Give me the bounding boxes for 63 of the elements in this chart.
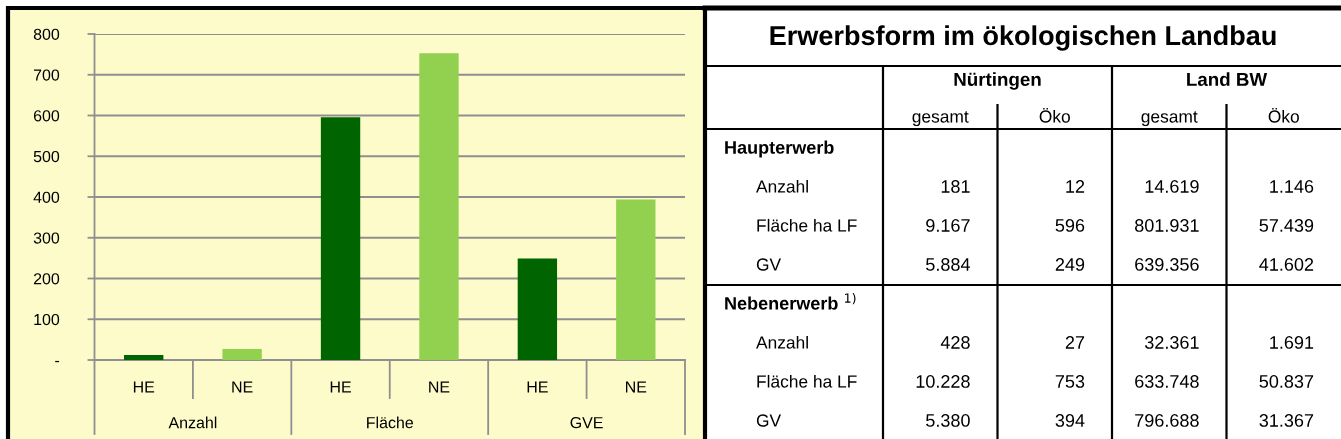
text: 394	[1055, 414, 1085, 427]
y-tick-label: 100	[34, 313, 60, 326]
text: Nürtingen	[954, 72, 1041, 90]
y-tick-label: 300	[33, 232, 60, 244]
text: 12	[1066, 180, 1085, 193]
bar	[419, 53, 459, 360]
x-tick-label: NE	[429, 381, 450, 393]
text: 5.884	[926, 258, 970, 271]
text: 31.367	[1259, 414, 1314, 427]
category-label: Öko	[1039, 107, 1070, 123]
text: 10.228	[916, 375, 970, 388]
text: 801.931	[1135, 219, 1199, 232]
text: 596	[1055, 219, 1085, 232]
text: 428	[940, 336, 970, 349]
x-tick-label: NE	[626, 381, 647, 393]
x-tick-label: HE	[133, 381, 155, 393]
y-tick-label: 500	[33, 150, 60, 163]
bar	[320, 117, 361, 360]
text: GVE	[570, 416, 603, 429]
x-tick-label: HE	[330, 381, 351, 393]
category-label: Anzahl	[756, 335, 808, 349]
category-label: GV	[756, 414, 782, 427]
text: 633.748	[1135, 375, 1199, 388]
text: Land BW	[1187, 72, 1268, 87]
category-label: Nebenerwerb $^{1)}$	[725, 293, 856, 310]
x-tick-label: NE	[232, 381, 253, 393]
text: 57.439	[1259, 219, 1314, 232]
category-label: Öko	[1268, 107, 1299, 123]
text: 9.167	[926, 219, 970, 232]
text: 181	[941, 180, 970, 193]
bar	[124, 355, 164, 360]
category-label: gesamt	[912, 111, 969, 127]
y-tick-label: 400	[33, 191, 60, 203]
text: 41.602	[1259, 258, 1314, 271]
text: Anzahl	[168, 416, 217, 429]
category-label: Haupterwerb	[725, 140, 834, 158]
y-tick-label: -	[55, 360, 60, 363]
category-label: Fläche ha LF	[757, 218, 857, 232]
text: 32.361	[1144, 336, 1199, 349]
y-tick-label: 600	[33, 110, 60, 122]
category-label: GV	[756, 258, 782, 271]
bar	[616, 199, 656, 360]
text: 1.146	[1270, 180, 1314, 193]
category-label: gesamt	[1141, 111, 1198, 127]
category-label: Anzahl	[756, 179, 808, 193]
text: 249	[1055, 258, 1085, 271]
text: Erwerbsform im ökologischen Landbau	[770, 25, 1276, 51]
x-tick-label: HE	[527, 381, 548, 393]
text: 14.619	[1145, 180, 1199, 193]
y-tick-label: 800	[33, 28, 60, 40]
text: 1.691	[1270, 336, 1314, 349]
text: 639.356	[1135, 258, 1199, 271]
category-label: Fläche ha LF	[757, 374, 857, 388]
text: 27	[1065, 336, 1085, 349]
text: 5.380	[926, 414, 970, 427]
text: 753	[1055, 375, 1085, 388]
text: 50.837	[1259, 375, 1314, 388]
bar	[222, 349, 262, 360]
bar	[517, 258, 558, 360]
y-tick-label: 700	[33, 69, 60, 81]
y-tick-label: 200	[33, 273, 60, 285]
text: 796.688	[1135, 414, 1199, 427]
text: Fläche	[367, 416, 414, 429]
